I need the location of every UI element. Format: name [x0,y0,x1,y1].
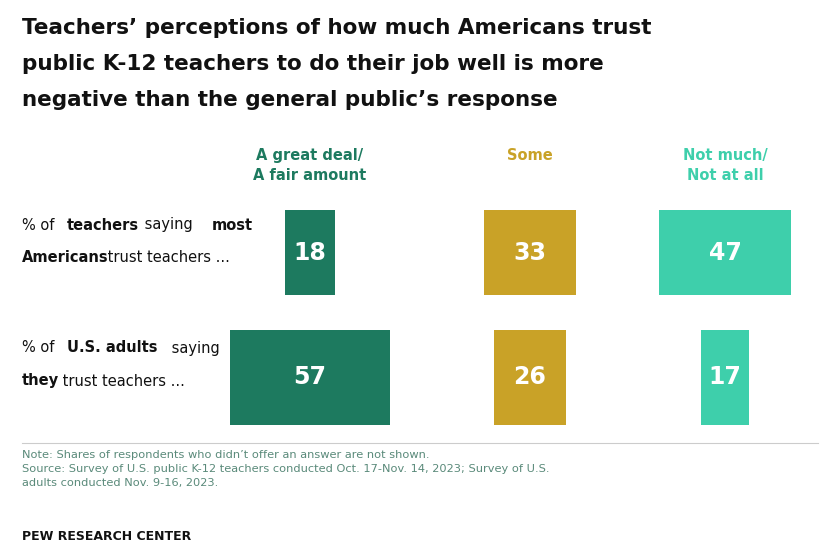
Text: 26: 26 [513,366,547,390]
Text: saying: saying [166,340,219,356]
Bar [230,330,390,425]
Text: most: most [212,217,253,232]
Bar [285,210,335,295]
Text: 47: 47 [709,240,742,264]
Bar [659,210,791,295]
Text: trust teachers ...: trust teachers ... [58,374,185,389]
Text: public K-12 teachers to do their job well is more: public K-12 teachers to do their job wel… [22,54,604,74]
Text: 18: 18 [293,240,327,264]
Text: Some: Some [507,148,553,163]
Text: % of: % of [22,217,59,232]
Text: they: they [22,374,59,389]
Text: Not much/
Not at all: Not much/ Not at all [683,148,768,183]
Text: U.S. adults: U.S. adults [67,340,158,356]
Bar [484,210,576,295]
Text: 57: 57 [293,366,327,390]
Text: trust teachers ...: trust teachers ... [103,250,230,265]
Text: % of: % of [22,340,59,356]
Text: Americans: Americans [22,250,108,265]
Text: Teachers’ perceptions of how much Americans trust: Teachers’ perceptions of how much Americ… [22,18,652,38]
Text: teachers: teachers [67,217,139,232]
Bar [701,330,748,425]
Text: negative than the general public’s response: negative than the general public’s respo… [22,90,558,110]
Text: PEW RESEARCH CENTER: PEW RESEARCH CENTER [22,530,192,543]
Text: saying: saying [139,217,197,232]
Text: Note: Shares of respondents who didn’t offer an answer are not shown.
Source: Su: Note: Shares of respondents who didn’t o… [22,450,549,488]
Bar [494,330,566,425]
Text: A great deal/
A fair amount: A great deal/ A fair amount [254,148,366,183]
Text: 33: 33 [513,240,547,264]
Text: 17: 17 [709,366,742,390]
